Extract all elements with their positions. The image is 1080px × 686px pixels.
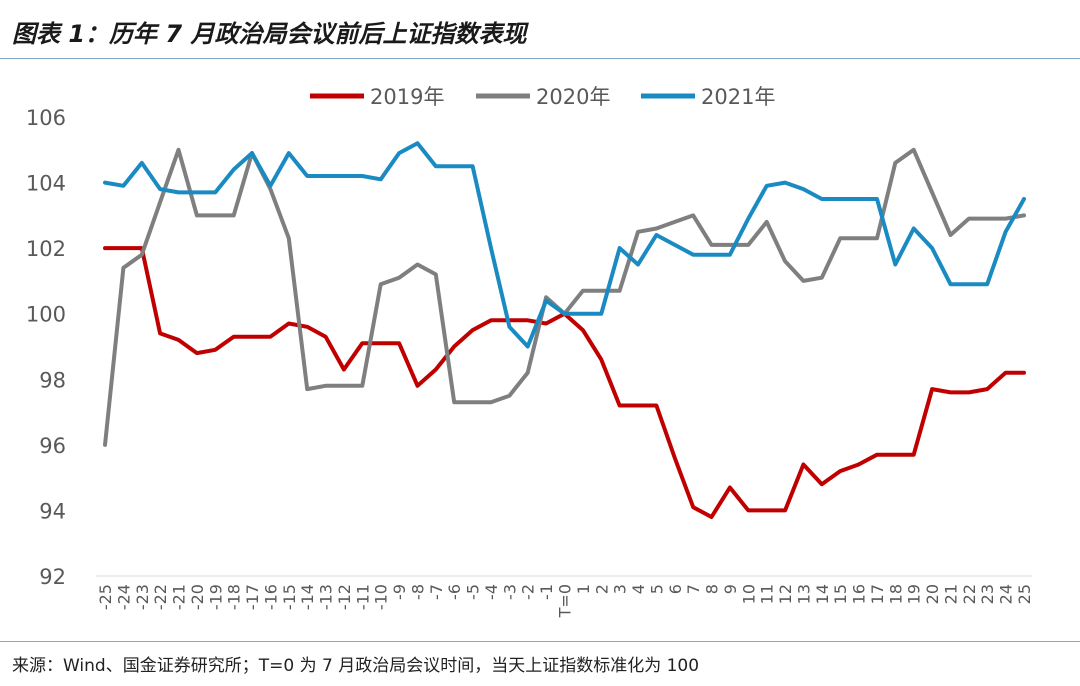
x-tick-label: -11 (353, 584, 372, 610)
x-tick-label: -3 (500, 584, 519, 600)
x-tick-label: -18 (225, 584, 244, 610)
title-bar: 图表 1：历年 7 月政治局会议前后上证指数表现 (0, 0, 1080, 58)
x-tick-label: 4 (629, 584, 648, 594)
x-tick-label: -20 (188, 584, 207, 610)
x-tick-label: 3 (611, 584, 630, 594)
y-tick-label: 102 (26, 237, 66, 261)
x-tick-label: -14 (298, 584, 317, 610)
x-tick-label: 2 (592, 584, 611, 594)
x-tick-label: 5 (647, 584, 666, 594)
series-line-2019年 (103, 246, 1026, 519)
x-tick-label: 7 (684, 584, 703, 594)
x-tick-label: 11 (758, 584, 777, 604)
legend-label: 2021年 (701, 85, 775, 109)
y-tick-label: 94 (39, 499, 66, 523)
x-tick-label: -4 (482, 584, 501, 600)
x-tick-label: 20 (923, 584, 942, 604)
y-tick-label: 100 (26, 303, 66, 327)
x-tick-label: T=0 (556, 584, 575, 618)
y-tick-label: 92 (39, 565, 66, 589)
x-tick-label: -8 (408, 584, 427, 600)
x-tick-label: 23 (978, 584, 997, 604)
x-tick-label: -21 (170, 584, 189, 610)
x-tick-label: -23 (133, 584, 152, 610)
x-tick-label: -25 (96, 584, 115, 610)
x-tick-label: -13 (317, 584, 336, 610)
series-line-2021年 (103, 141, 1026, 349)
x-tick-label: 13 (794, 584, 813, 604)
x-tick-label: -24 (114, 584, 133, 610)
y-tick-label: 106 (26, 106, 66, 130)
x-tick-label: 8 (703, 584, 722, 594)
x-tick-label: 21 (941, 584, 960, 604)
x-tick-label: 6 (666, 584, 685, 594)
x-tick-label: -22 (151, 584, 170, 610)
source-note: 来源：Wind、国金证券研究所；T=0 为 7 月政治局会议时间，当天上证指数标… (12, 656, 700, 676)
x-tick-label: 18 (886, 584, 905, 604)
x-tick-label: -16 (261, 584, 280, 610)
x-tick-label: 16 (850, 584, 869, 604)
x-tick-label: 17 (868, 584, 887, 604)
title-rule (0, 58, 1080, 59)
x-tick-label: -5 (464, 584, 483, 600)
x-tick-label: -17 (243, 584, 262, 610)
x-tick-label: 1 (574, 584, 593, 594)
x-tick-label: -19 (206, 584, 225, 610)
x-tick-label: -15 (280, 584, 299, 610)
x-tick-label: -12 (335, 584, 354, 610)
legend-label: 2020年 (536, 85, 610, 109)
x-tick-label: 15 (831, 584, 850, 604)
x-tick-label: 19 (905, 584, 924, 604)
source-rule (0, 641, 1080, 642)
x-tick-label: -10 (372, 584, 391, 610)
legend-label: 2019年 (370, 85, 444, 109)
x-tick-label: 22 (960, 584, 979, 604)
x-tick-label: 10 (739, 584, 758, 604)
x-tick-label: 14 (813, 584, 832, 604)
x-tick-label: -6 (445, 584, 464, 600)
x-tick-label: 25 (1015, 584, 1034, 604)
series-line-2020年 (103, 147, 1026, 447)
x-tick-label: -7 (427, 584, 446, 600)
x-tick-label: 24 (997, 584, 1016, 604)
y-tick-label: 96 (39, 434, 66, 458)
y-tick-label: 104 (26, 172, 66, 196)
y-tick-label: 98 (39, 368, 66, 392)
x-tick-label: -1 (537, 584, 556, 600)
x-tick-label: 12 (776, 584, 795, 604)
x-tick-label: -2 (519, 584, 538, 600)
x-tick-label: -9 (390, 584, 409, 600)
x-tick-label: 9 (721, 584, 740, 594)
chart-title: 图表 1：历年 7 月政治局会议前后上证指数表现 (12, 20, 527, 48)
